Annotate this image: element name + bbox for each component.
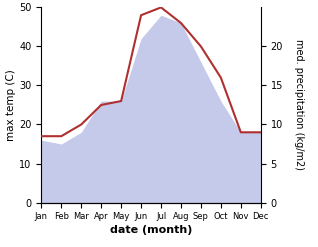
Y-axis label: med. precipitation (kg/m2): med. precipitation (kg/m2) [294,40,304,170]
Y-axis label: max temp (C): max temp (C) [6,69,17,141]
X-axis label: date (month): date (month) [110,226,192,235]
